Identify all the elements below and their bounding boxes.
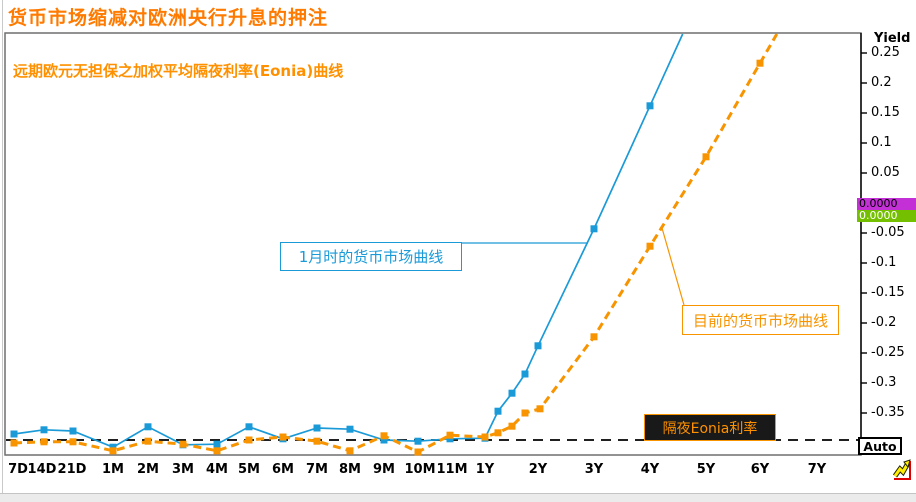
data-point-marker: [245, 423, 253, 431]
annotation-current-curve: 目前的货币市场曲线: [682, 305, 839, 335]
y-axis-tick-label: 0.15: [871, 105, 900, 120]
window-bottom-edge: [0, 493, 916, 502]
data-point-marker: [756, 59, 764, 67]
data-point-marker: [144, 437, 152, 445]
y-axis-tick-label: 0.2: [871, 75, 892, 90]
data-point-marker: [414, 448, 422, 456]
data-point-marker: [536, 405, 544, 413]
y-axis-tick-label: -0.1: [871, 255, 897, 270]
data-point-marker: [494, 429, 502, 437]
auto-scale-button[interactable]: Auto: [858, 437, 902, 455]
data-point-marker: [521, 409, 529, 417]
data-point-marker: [380, 432, 388, 440]
data-point-marker: [494, 407, 502, 415]
data-point-marker: [590, 225, 598, 233]
x-axis-tick-label: 3M: [172, 462, 194, 477]
data-point-marker: [40, 438, 48, 446]
axis-value-box-green: 0.0000: [857, 210, 916, 222]
x-axis-tick-label: 7D: [8, 462, 28, 477]
data-point-marker: [702, 153, 710, 161]
x-axis-tick-label: 6Y: [750, 462, 770, 477]
y-axis-title: Yield: [874, 31, 911, 46]
data-point-marker: [521, 370, 529, 378]
data-point-marker: [534, 342, 542, 350]
data-point-marker: [245, 436, 253, 444]
x-axis-tick-label: 5M: [238, 462, 260, 477]
data-point-marker: [508, 389, 516, 397]
data-point-marker: [109, 443, 117, 451]
x-axis-tick-label: 4M: [206, 462, 228, 477]
data-point-marker: [646, 242, 654, 250]
x-axis-tick-label: 4Y: [640, 462, 660, 477]
data-point-marker: [40, 426, 48, 434]
x-axis-tick-label: 8M: [339, 462, 361, 477]
data-point-marker: [10, 439, 18, 447]
annotation-connector: [661, 227, 685, 306]
y-axis-tick-label: -0.05: [871, 225, 905, 240]
x-axis-tick-label: 5Y: [696, 462, 716, 477]
x-axis-tick-label: 1Y: [475, 462, 495, 477]
data-point-marker: [313, 424, 321, 432]
data-point-marker: [414, 437, 422, 445]
series-line: [13, 33, 779, 454]
data-point-marker: [380, 436, 388, 444]
data-point-marker: [481, 433, 489, 441]
annotation-overnight-eonia-rate: 隔夜Eonia利率: [644, 414, 776, 441]
x-axis-tick-label: 14D: [27, 462, 57, 477]
series-line: [13, 33, 684, 449]
chart-subtitle: 远期欧元无担保之加权平均隔夜利率(Eonia)曲线: [13, 62, 344, 80]
data-point-marker: [279, 433, 287, 441]
x-axis-tick-label: 10M: [404, 462, 436, 477]
data-point-marker: [646, 102, 654, 110]
x-axis-tick-label: 6M: [272, 462, 294, 477]
window-left-edge: [2, 0, 3, 502]
y-axis-tick-label: -0.15: [871, 285, 905, 300]
x-axis-tick-label: 1M: [102, 462, 124, 477]
data-point-marker: [346, 447, 354, 455]
data-point-marker: [446, 435, 454, 443]
chart-tool-icon[interactable]: [890, 458, 913, 482]
x-axis-tick-label: 3Y: [584, 462, 604, 477]
axis-value-box-purple: 0.0000: [857, 198, 916, 210]
data-point-marker: [144, 423, 152, 431]
data-point-marker: [213, 440, 221, 448]
data-point-marker: [313, 437, 321, 445]
y-axis-tick-label: -0.3: [871, 375, 897, 390]
x-axis-tick-label: 21D: [57, 462, 87, 477]
data-point-marker: [213, 447, 221, 455]
data-point-marker: [10, 430, 18, 438]
data-point-marker: [590, 333, 598, 341]
data-point-marker: [446, 431, 454, 439]
y-axis-tick-label: -0.25: [871, 345, 905, 360]
data-point-marker: [346, 425, 354, 433]
annotation-month-ago-curve: 1月时的货币市场曲线: [280, 242, 462, 271]
y-axis-tick-label: 0.1: [871, 135, 892, 150]
x-axis-tick-label: 9M: [373, 462, 395, 477]
data-point-marker: [69, 427, 77, 435]
x-axis-tick-label: 2Y: [528, 462, 548, 477]
y-axis-tick-label: 0.05: [871, 165, 900, 180]
x-axis-tick-label: 11M: [436, 462, 468, 477]
x-axis-tick-label: 2M: [137, 462, 159, 477]
y-axis-tick-label: 0.25: [871, 45, 900, 60]
y-axis-tick-label: -0.35: [871, 405, 905, 420]
y-axis-tick-label: -0.2: [871, 315, 897, 330]
x-axis-tick-label: 7M: [306, 462, 328, 477]
data-point-marker: [179, 440, 187, 448]
chart-title: 货币市场缩减对欧洲央行升息的押注: [8, 7, 329, 29]
data-point-marker: [109, 447, 117, 455]
x-axis-tick-label: 7Y: [807, 462, 827, 477]
data-point-marker: [69, 438, 77, 446]
data-point-marker: [508, 422, 516, 430]
